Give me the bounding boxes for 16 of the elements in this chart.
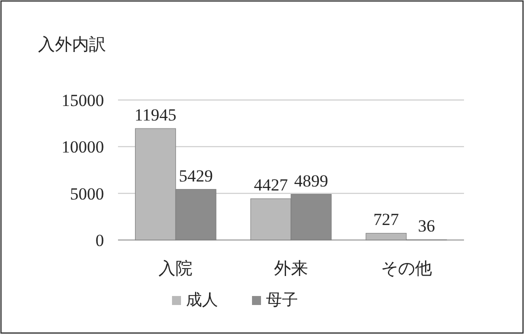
y-tick-label: 0 (96, 231, 104, 250)
y-tick-label: 5000 (70, 184, 104, 204)
data-label: 36 (418, 216, 436, 236)
x-tick-label: その他 (380, 259, 432, 278)
y-tick-label: 10000 (62, 138, 104, 157)
legend-label: 成人 (186, 291, 218, 309)
data-label: 4427 (254, 176, 288, 195)
x-tick-label: 外来 (274, 259, 308, 278)
data-label: 727 (373, 210, 400, 230)
data-label: 5429 (178, 166, 213, 186)
x-tick-label: 入院 (158, 259, 193, 278)
data-label: 4899 (294, 171, 328, 190)
y-tick-label: 15000 (62, 91, 104, 110)
legend-label: 母子 (266, 292, 298, 309)
data-label: 11945 (134, 106, 176, 125)
chart-title: 入外内訳 (38, 35, 106, 54)
